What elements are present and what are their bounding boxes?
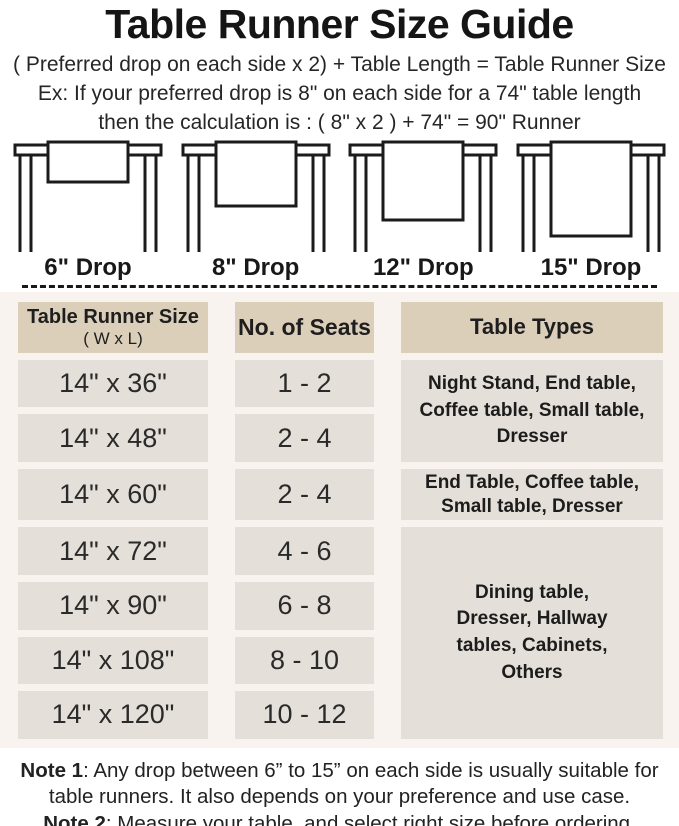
runner-shape [549, 140, 633, 238]
column-header-table-types: Table Types [401, 301, 663, 353]
column-header-runner-size: Table Runner Size ( W x L) [18, 301, 208, 353]
runner-shape [214, 140, 298, 208]
note-2-label: Note 2 [43, 812, 106, 826]
drop-illustrations-row: 6" Drop 8" Drop [0, 137, 679, 282]
table-cell-seats: 2 - 4 [235, 468, 374, 521]
note-2-line: Note 2: Measure your table, and select r… [6, 811, 673, 826]
runner-size-header-line2: ( W x L) [83, 328, 143, 348]
drop-label-6in: 6" Drop [44, 253, 132, 281]
table-cell-types-group2: End Table, Coffee table, Small table, Dr… [401, 468, 663, 521]
runner-shape [46, 140, 130, 184]
table-with-runner-drawing-15in [516, 140, 666, 252]
runner-shape [381, 140, 465, 222]
table-cell-size: 14" x 72" [18, 527, 208, 575]
table-cell-seats: 1 - 2 [235, 359, 374, 408]
header-block: Table Runner Size Guide ( Preferred drop… [0, 0, 679, 137]
notes-block: Note 1: Any drop between 6” to 15” on ea… [0, 748, 679, 826]
column-header-seats: No. of Seats [235, 301, 374, 353]
table-with-runner-drawing-8in [181, 140, 331, 252]
example-line-2: then the calculation is : ( 8" x 2 ) + 7… [98, 110, 581, 134]
table-cell-size: 14" x 90" [18, 581, 208, 630]
note-1-text-line1: : Any drop between 6” to 15” on each sid… [83, 758, 659, 782]
table-cell-size: 14" x 108" [18, 636, 208, 685]
illustration-8in-drop: 8" Drop [176, 140, 336, 282]
table-cell-seats: 2 - 4 [235, 414, 374, 462]
table-cell-size: 14" x 120" [18, 691, 208, 739]
table-cell-size: 14" x 48" [18, 414, 208, 462]
note-1-line-1: Note 1: Any drop between 6” to 15” on ea… [6, 758, 673, 785]
drop-label-12in: 12" Drop [372, 253, 474, 281]
illustration-6in-drop: 6" Drop [8, 140, 168, 282]
note-2-text: : Measure your table, and select right s… [105, 812, 636, 826]
table-cell-seats: 10 - 12 [235, 691, 374, 739]
table-cell-size: 14" x 60" [18, 468, 208, 521]
note-1-line-2: table runners. It also depends on your p… [48, 785, 631, 809]
illustration-12in-drop: 12" Drop [343, 140, 503, 282]
table-cell-seats: 8 - 10 [235, 636, 374, 685]
size-table: Table Runner Size ( W x L) No. of Seats … [18, 301, 663, 739]
runner-size-header-line1: Table Runner Size [27, 305, 199, 328]
table-cell-seats: 6 - 8 [235, 581, 374, 630]
table-cell-types-group3: Dining table, Dresser, Hallway tables, C… [401, 527, 663, 739]
size-table-section: Table Runner Size ( W x L) No. of Seats … [0, 291, 679, 748]
table-cell-size: 14" x 36" [18, 359, 208, 408]
illustration-15in-drop: 15" Drop [511, 140, 671, 282]
table-cell-types-group1: Night Stand, End table, Coffee table, Sm… [401, 359, 663, 462]
note-1-label: Note 1 [20, 758, 84, 782]
drop-label-8in: 8" Drop [211, 253, 300, 281]
table-cell-seats: 4 - 6 [235, 527, 374, 575]
dashed-divider [22, 284, 657, 288]
table-with-runner-drawing-12in [348, 140, 498, 252]
example-line-1: Ex: If your preferred drop is 8" on each… [37, 81, 642, 105]
table-with-runner-drawing-6in [13, 140, 163, 252]
page-title: Table Runner Size Guide [105, 1, 574, 47]
formula-text: ( Preferred drop on each side x 2) + Tab… [13, 53, 666, 77]
drop-label-15in: 15" Drop [540, 253, 642, 281]
